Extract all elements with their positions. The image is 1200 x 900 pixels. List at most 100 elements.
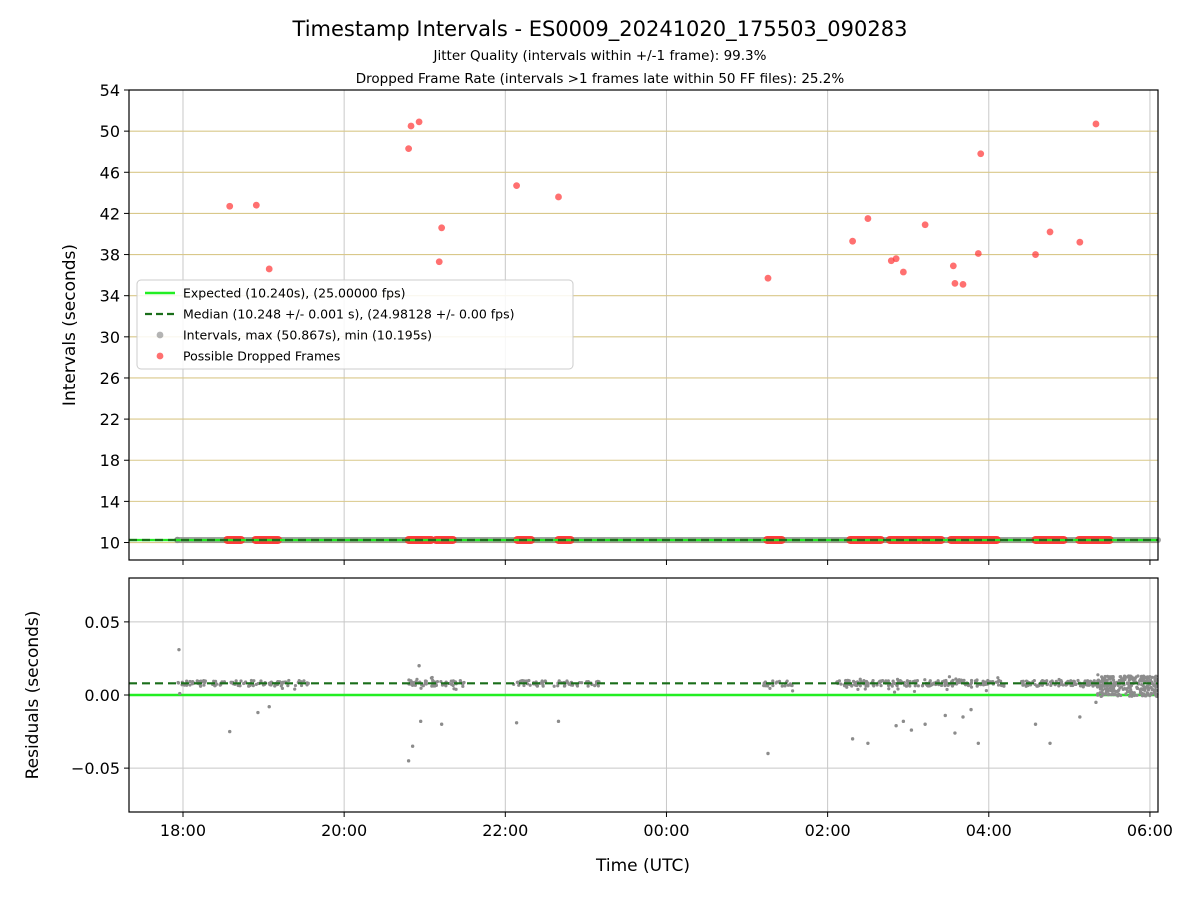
- residual-point: [430, 675, 434, 680]
- residual-point: [895, 684, 899, 688]
- residual-outlier-point: [514, 721, 519, 725]
- residual-point: [1116, 694, 1120, 698]
- residual-point: [783, 684, 787, 688]
- residual-point: [185, 679, 189, 683]
- residual-outlier-point: [417, 664, 421, 668]
- residual-point: [516, 680, 520, 684]
- residual-outlier-point: [909, 728, 914, 732]
- residual-point: [1148, 693, 1152, 698]
- residual-point: [879, 684, 883, 688]
- residual-outlier-point: [256, 710, 260, 715]
- residual-point: [1072, 679, 1076, 684]
- residual-point: [996, 676, 1000, 680]
- residual-point: [249, 678, 254, 683]
- residual-point: [877, 681, 881, 685]
- residual-point: [954, 677, 958, 681]
- residual-point: [1121, 676, 1126, 681]
- x-tick-label: 00:00: [643, 821, 689, 840]
- residual-point: [259, 679, 263, 683]
- residual-point: [939, 683, 944, 688]
- residual-point: [299, 683, 304, 688]
- residual-point: [1125, 675, 1129, 679]
- x-tick-label: 06:00: [1127, 821, 1173, 840]
- residual-point: [435, 679, 440, 684]
- residual-point: [906, 681, 910, 685]
- residual-point: [543, 679, 547, 683]
- intervals-y-tick-label: 26: [100, 369, 120, 388]
- residual-outlier-point: [418, 719, 423, 724]
- dropped-frame-point: [974, 250, 982, 257]
- x-tick-label: 02:00: [805, 821, 851, 840]
- residual-point: [280, 686, 285, 690]
- residual-point: [1048, 680, 1053, 684]
- residuals-y-tick-label: −0.05: [71, 759, 120, 778]
- dropped-frame-point: [977, 150, 985, 158]
- residual-point: [916, 684, 920, 688]
- residual-point: [845, 685, 849, 689]
- residual-point: [1119, 693, 1123, 698]
- residual-point: [862, 678, 866, 683]
- dropped-frame-point: [921, 221, 929, 229]
- dropped-frame-point: [438, 224, 446, 232]
- residual-point: [912, 689, 917, 694]
- dropped-frame-point: [1046, 228, 1054, 236]
- residual-point: [1057, 677, 1061, 682]
- residual-point: [305, 681, 309, 685]
- residual-point: [1111, 674, 1115, 679]
- residual-point: [424, 679, 428, 683]
- residual-point: [552, 684, 556, 688]
- residual-point: [280, 682, 284, 687]
- residual-point: [887, 687, 891, 691]
- intervals-y-ticks: 10 14 18 22 26 30 34 38 42 46 50 54: [100, 81, 129, 553]
- dropped-frame-point: [764, 274, 772, 282]
- residual-point: [785, 679, 789, 683]
- residual-point: [847, 679, 851, 683]
- residual-point: [451, 683, 455, 688]
- residuals-y-tick-label: 0.05: [84, 613, 120, 632]
- intervals-data: [129, 118, 1161, 544]
- residual-outlier-point: [969, 707, 973, 712]
- residual-point: [1153, 679, 1157, 683]
- residual-point: [890, 684, 894, 688]
- residual-point: [1105, 674, 1110, 678]
- intervals-y-tick-label: 42: [100, 204, 120, 223]
- residual-point: [1101, 692, 1105, 696]
- residual-point: [892, 690, 897, 694]
- legend-entry-label: Expected (10.240s), (25.00000 fps): [183, 286, 405, 301]
- residual-point: [853, 680, 857, 685]
- residual-point: [1049, 683, 1053, 687]
- residual-point: [984, 688, 988, 693]
- residual-point: [858, 684, 862, 688]
- residual-point: [1045, 679, 1049, 683]
- residual-point: [203, 679, 207, 683]
- legend-box: [136, 279, 574, 370]
- residual-point: [943, 680, 947, 684]
- residual-point: [522, 683, 526, 688]
- residual-outlier-point: [923, 722, 927, 726]
- residual-outlier-point: [953, 731, 957, 735]
- residual-point: [213, 679, 218, 683]
- residual-point: [996, 679, 1000, 684]
- residual-point: [913, 684, 917, 688]
- residual-point: [850, 684, 854, 688]
- intervals-grid: [129, 89, 1158, 560]
- residual-point: [293, 687, 297, 691]
- residual-point: [1095, 685, 1100, 689]
- intervals-y-tick-label: 18: [100, 451, 120, 470]
- residual-point: [1104, 692, 1108, 696]
- legend-entry-label: Possible Dropped Frames: [183, 349, 340, 364]
- dropped-frame-point: [415, 118, 423, 126]
- residual-point: [213, 684, 217, 688]
- residual-point: [1128, 677, 1132, 681]
- residual-point: [302, 679, 306, 683]
- residual-point: [1138, 678, 1142, 682]
- dropped-frame-point: [899, 268, 907, 276]
- residual-point: [432, 684, 436, 688]
- dropped-frame-point: [252, 201, 260, 209]
- residual-point: [975, 679, 979, 683]
- residual-point: [1145, 679, 1150, 683]
- residual-point: [1091, 684, 1095, 688]
- residual-point: [1040, 683, 1044, 687]
- residual-point: [929, 683, 933, 687]
- residual-point: [896, 687, 900, 691]
